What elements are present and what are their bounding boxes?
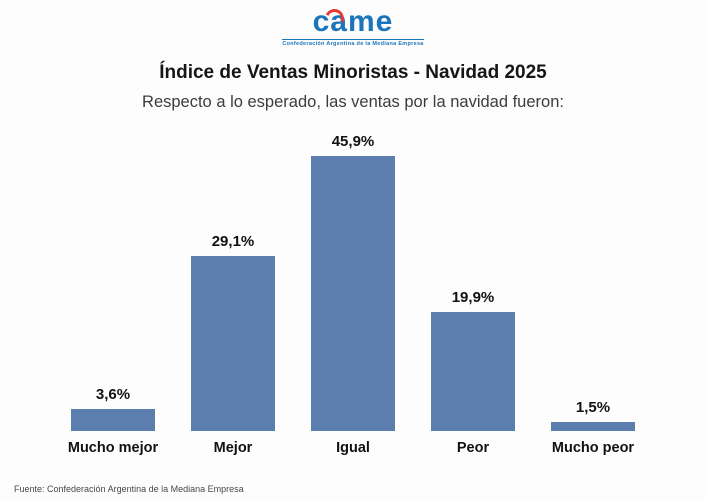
chart-footer: Fuente: Confederación Argentina de la Me… [14, 484, 244, 494]
bar-category-label: Peor [456, 440, 490, 456]
bar-category-label: Mucho peor [551, 440, 635, 456]
source-note: Fuente: Confederación Argentina de la Me… [14, 484, 244, 494]
came-logo: came Confederación Argentina de la Media… [282, 5, 424, 48]
bar [311, 155, 395, 431]
logo-wordmark: came [312, 5, 394, 38]
bar-value-label: 19,9% [451, 288, 495, 306]
bar-column: 29,1% Mejor [173, 233, 293, 456]
bar-column: 19,9% Peor [413, 289, 533, 456]
chart-area: 3,6% Mucho mejor 29,1% Mejor 45,9% Igual 19,9%… [53, 126, 653, 456]
bar-chart: 3,6% Mucho mejor 29,1% Mejor 45,9% Igual 19,9%… [53, 126, 653, 456]
bar-column: 3,6% Mucho mejor [53, 386, 173, 456]
bar [431, 311, 515, 431]
page-subtitle: Respecto a lo esperado, las ventas por l… [142, 93, 564, 111]
came-logo-text: came [312, 5, 394, 38]
bar [191, 256, 275, 431]
bar-value-label: 45,9% [331, 132, 375, 150]
bar-category-label: Mejor [213, 440, 253, 456]
bar [551, 422, 635, 431]
bar-column: 45,9% Igual [293, 133, 413, 456]
bar-value-label: 29,1% [211, 233, 255, 251]
chart-header: came Confederación Argentina de la Media… [0, 0, 706, 112]
bar [71, 409, 155, 431]
page-title: Índice de Ventas Minoristas - Navidad 20… [159, 62, 547, 83]
bar-category-label: Igual [336, 440, 370, 456]
bar-category-label: Mucho mejor [67, 440, 159, 456]
bar-value-label: 1,5% [575, 399, 611, 416]
bar-value-label: 3,6% [95, 386, 131, 404]
logo-tagline: Confederación Argentina de la Mediana Em… [282, 39, 424, 47]
bar-column: 1,5% Mucho peor [533, 399, 653, 456]
